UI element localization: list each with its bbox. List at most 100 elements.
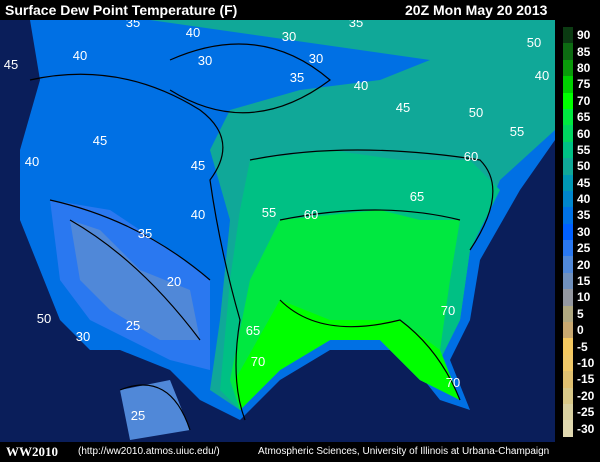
legend-label: 10	[577, 290, 591, 305]
contour-label: 45	[4, 57, 18, 72]
legend-label: 15	[577, 274, 591, 289]
credit-text: Atmospheric Sciences, University of Illi…	[258, 446, 550, 457]
contour-label: 50	[527, 35, 541, 50]
contour-label: 40	[354, 78, 368, 93]
legend-swatch	[563, 420, 573, 437]
contour-label: 55	[510, 124, 524, 139]
contour-label: 60	[304, 207, 318, 222]
contour-label: 50	[469, 105, 483, 120]
legend-swatch	[563, 27, 573, 44]
legend-label: 35	[577, 208, 591, 223]
legend-swatch	[563, 322, 573, 339]
contour-lines	[29, 43, 494, 431]
legend-swatch	[563, 108, 573, 126]
legend-swatch	[563, 289, 573, 306]
contour-label: 35	[290, 70, 304, 85]
map-title: Surface Dew Point Temperature (F)	[5, 2, 238, 18]
contour-label: 65	[410, 189, 424, 204]
legend-label: 70	[577, 93, 591, 108]
contour-labels: 35 40 30 30 35 45 40 30 35 40 45 50 55 40 50 45 60 65 40 45…	[4, 20, 549, 423]
legend-label: 55	[577, 142, 591, 157]
contour-label: 60	[464, 149, 478, 164]
legend-entry: 10	[563, 289, 600, 306]
contour-label: 55	[262, 205, 276, 220]
legend-entry: -30	[563, 420, 600, 437]
contour-label: 70	[251, 354, 265, 369]
legend-label: -30	[577, 421, 595, 436]
contour-label: 35	[349, 20, 363, 30]
legend-label: 30	[577, 224, 591, 239]
legend-entry: -25	[563, 403, 600, 421]
legend-entry: 25	[563, 240, 600, 257]
valid-time: 20Z Mon May 20 2013	[405, 2, 548, 18]
legend-entry: 45	[563, 174, 600, 191]
legend-swatch	[563, 387, 573, 404]
legend-label: 85	[577, 44, 591, 59]
legend-entry: -15	[563, 371, 600, 388]
legend-label: 75	[577, 77, 591, 92]
legend-label: 45	[577, 175, 591, 190]
contour-label: 30	[282, 29, 296, 44]
legend-swatch	[563, 190, 573, 208]
contour-label: 35	[138, 226, 152, 241]
legend-label: 60	[577, 126, 591, 141]
legend-entry: 30	[563, 223, 600, 241]
legend-swatch	[563, 223, 573, 241]
legend-entry: 55	[563, 141, 600, 159]
contour-label: 40	[73, 48, 87, 63]
legend-swatch	[563, 125, 573, 142]
legend-entry: 50	[563, 158, 600, 175]
contour-label: 40	[25, 154, 39, 169]
legend-swatch	[563, 354, 573, 372]
legend-entry: -10	[563, 354, 600, 372]
legend-entry: 35	[563, 207, 600, 224]
legend-label: 65	[577, 110, 591, 125]
contour-label: 40	[191, 207, 205, 222]
contour-label: 30	[309, 51, 323, 66]
contour-label: 50	[37, 311, 51, 326]
legend-swatch	[563, 371, 573, 388]
land-fill	[20, 20, 555, 440]
contour-map: 35 40 30 30 35 45 40 30 35 40 45 50 55 40 50 45 60 65 40 45…	[0, 20, 555, 442]
contour-label: 40	[535, 68, 549, 83]
legend-swatch	[563, 76, 573, 93]
legend-entry: 0	[563, 322, 600, 339]
legend-swatch	[563, 403, 573, 421]
contour-label: 25	[126, 318, 140, 333]
legend-entry: 65	[563, 108, 600, 126]
legend-swatch	[563, 272, 573, 290]
legend-entry: 70	[563, 92, 600, 109]
legend-entry: 15	[563, 272, 600, 290]
legend-swatch	[563, 43, 573, 60]
legend-entry: -5	[563, 338, 600, 355]
legend-label: 90	[577, 28, 591, 43]
legend-entry: 80	[563, 59, 600, 77]
legend-label: 50	[577, 159, 591, 174]
brand-logo: WW2010	[6, 444, 58, 459]
color-legend: 90 85 80 75 70 65 60 55 50 45 40 35 30 25 20 15 10 5 0 -5 -1…	[563, 27, 600, 437]
legend-label: 80	[577, 60, 591, 75]
legend-swatch	[563, 174, 573, 191]
legend-entry: 20	[563, 256, 600, 273]
contour-label: 30	[76, 329, 90, 344]
legend-label: 5	[577, 306, 584, 321]
legend-entry: 85	[563, 43, 600, 60]
contour-label: 40	[186, 25, 200, 40]
legend-label: 40	[577, 192, 591, 207]
legend-label: -20	[577, 388, 595, 403]
contour-label: 70	[446, 375, 460, 390]
legend-entry: 60	[563, 125, 600, 142]
contour-label: 25	[131, 408, 145, 423]
legend-label: -10	[577, 356, 595, 370]
legend-label: -15	[577, 372, 595, 387]
legend-swatch	[563, 59, 573, 77]
contour-label: 35	[126, 20, 140, 30]
legend-entry: 75	[563, 76, 600, 93]
legend-swatch	[563, 92, 573, 109]
contour-label: 65	[246, 323, 260, 338]
legend-swatch	[563, 256, 573, 273]
legend-swatch	[563, 240, 573, 257]
legend-label: -5	[577, 339, 588, 354]
legend-entry: 90	[563, 27, 600, 44]
